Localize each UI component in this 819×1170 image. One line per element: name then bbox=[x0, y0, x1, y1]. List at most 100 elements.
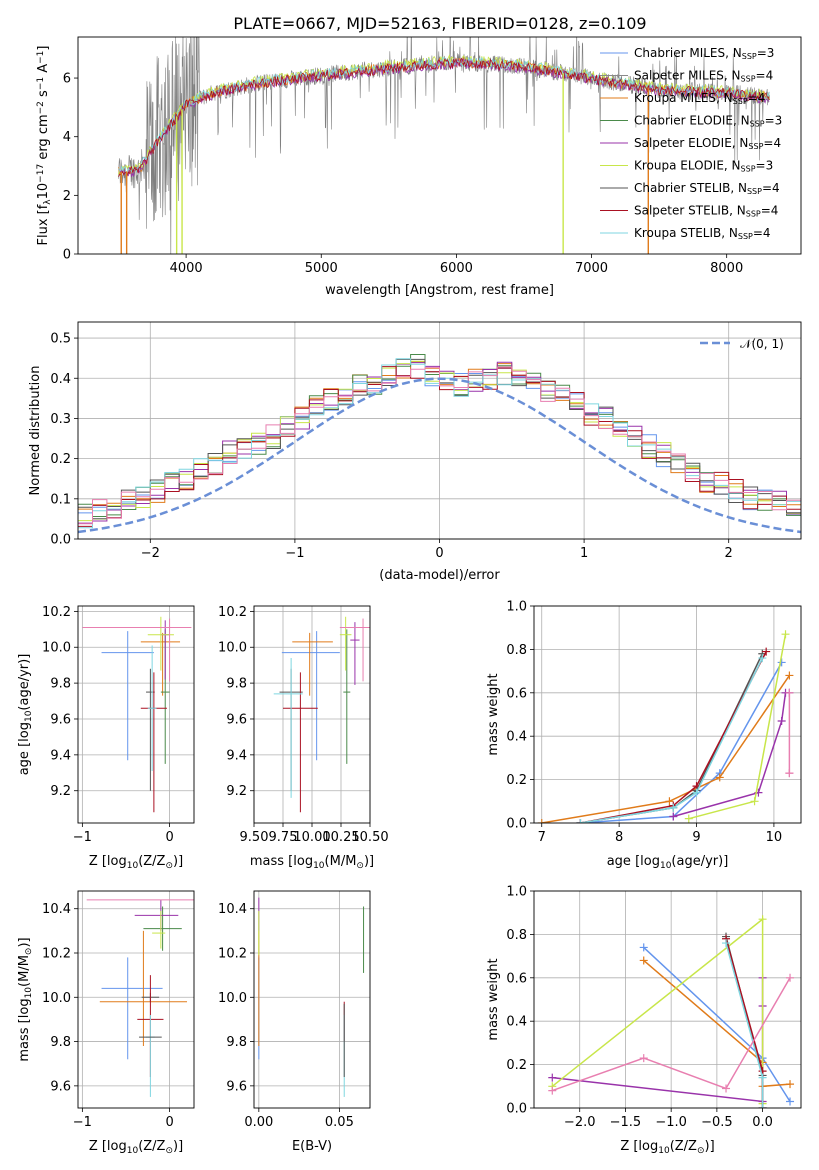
series-line bbox=[552, 977, 791, 1092]
x-tick-label: 7 bbox=[538, 830, 546, 845]
legend-sub: SSP bbox=[738, 232, 753, 241]
x-axis-label: age [log10(age/yr)] bbox=[607, 854, 729, 871]
label-part: )] bbox=[173, 854, 183, 869]
legend-sub: SSP bbox=[746, 210, 761, 219]
x-tick-label: 7000 bbox=[575, 261, 608, 276]
x-tick-label: −0.5 bbox=[701, 1115, 733, 1130]
y-tick-label: 9.6 bbox=[226, 712, 247, 727]
x-tick-label: 10.00 bbox=[293, 830, 330, 845]
data-point bbox=[576, 819, 585, 823]
legend-text: Salpeter STELIB, N bbox=[634, 204, 746, 218]
label-part: (age/yr)] bbox=[17, 654, 32, 711]
label-part: ⊙ bbox=[24, 948, 34, 956]
y-tick-label: 10.2 bbox=[42, 947, 71, 962]
label-part: ⊙ bbox=[165, 1146, 173, 1156]
label-part: (M/M bbox=[17, 955, 32, 987]
data-point bbox=[785, 671, 794, 680]
label-part: ] bbox=[36, 46, 51, 51]
y-tick-label: 9.4 bbox=[226, 748, 247, 763]
legend-text: Salpeter MILES, N bbox=[634, 69, 741, 83]
y-tick-label: 6 bbox=[63, 72, 71, 87]
label-part: (Z/Z bbox=[138, 1139, 165, 1154]
x-axis-label: E(B-V) bbox=[292, 1139, 332, 1154]
label-part: −2 bbox=[36, 101, 46, 114]
y-tick-label: 10.2 bbox=[218, 605, 247, 620]
y-tick-label: 10.0 bbox=[218, 991, 247, 1006]
x-tick-label: −2 bbox=[141, 546, 160, 561]
plot-area bbox=[258, 897, 365, 1097]
plot-area bbox=[78, 354, 801, 534]
x-tick-label: 4000 bbox=[170, 261, 203, 276]
label-part: Z [log bbox=[620, 1139, 658, 1154]
legend-tail: =3 bbox=[765, 114, 783, 128]
y-tick-label: 10.4 bbox=[42, 902, 71, 917]
histogram-step bbox=[78, 366, 801, 528]
y-tick-label: 10.0 bbox=[42, 641, 71, 656]
y-tick-label: 1.0 bbox=[506, 600, 527, 615]
x-tick-label: 9.75 bbox=[269, 830, 298, 845]
legend-text: Chabrier MILES, N bbox=[634, 46, 742, 60]
label-part: )] bbox=[173, 1139, 183, 1154]
label-part: )] bbox=[17, 937, 32, 947]
legend-tail: =4 bbox=[753, 226, 771, 240]
legend-label: Kroupa ELODIE, NSSP=3 bbox=[634, 159, 773, 174]
x-tick-label: 10.50 bbox=[351, 830, 388, 845]
y-tick-label: 9.4 bbox=[50, 748, 71, 763]
data-point bbox=[762, 647, 771, 656]
axes-frame bbox=[533, 605, 802, 824]
mass-vs-ebv-panel: 0.00 0.05 9.6 9.8 10.0 10.2 10.4 E(B-V) bbox=[218, 890, 371, 1154]
x-axis-label: mass [log10(M/M⊙)] bbox=[250, 854, 374, 871]
y-tick-label: 0.0 bbox=[506, 1102, 527, 1117]
label-part: mass [log bbox=[17, 998, 32, 1061]
data-point bbox=[537, 819, 546, 823]
data-point bbox=[665, 797, 674, 806]
label-part: erg cm bbox=[36, 114, 51, 163]
data-point bbox=[692, 788, 701, 797]
data-point bbox=[669, 803, 678, 812]
data-point bbox=[758, 1073, 767, 1082]
y-axis-label: mass weight bbox=[486, 673, 501, 755]
legend-tail: =4 bbox=[761, 204, 779, 218]
y-tick-label: 0.3 bbox=[50, 412, 71, 427]
label-part: 10 bbox=[127, 1146, 139, 1156]
legend-sub: SSP bbox=[742, 52, 757, 61]
legend-label: Chabrier ELODIE, NSSP=3 bbox=[634, 114, 782, 129]
data-point bbox=[786, 1080, 795, 1089]
legend-label: Salpeter ELODIE, NSSP=4 bbox=[634, 136, 781, 151]
label-part: Z [log bbox=[89, 1139, 127, 1154]
x-tick-label: 10 bbox=[766, 830, 783, 845]
y-tick-label: 9.8 bbox=[50, 1035, 71, 1050]
age-vs-z-panel: −1 09.29.49.69.810.010.2Z [log10(Z/Z⊙)]ag… bbox=[17, 605, 195, 871]
x-tick-label: 9 bbox=[692, 830, 700, 845]
data-point bbox=[786, 973, 795, 982]
data-point bbox=[715, 773, 724, 782]
axes-frame bbox=[253, 890, 371, 1109]
y-tick-label: 10.2 bbox=[42, 605, 71, 620]
x-axis-label: Z [log10(Z/Z⊙)] bbox=[89, 854, 183, 871]
legend-tail: =4 bbox=[748, 91, 766, 105]
label-part: Flux [f bbox=[36, 204, 51, 245]
axes-frame bbox=[77, 321, 802, 540]
x-tick-label: −1 bbox=[73, 1115, 92, 1130]
x-tick-label: 0.05 bbox=[325, 1115, 354, 1130]
y-axis-label: mass [log10(M/M⊙)] bbox=[17, 937, 34, 1061]
x-tick-label: 0.0 bbox=[752, 1115, 773, 1130]
axes-frame bbox=[77, 890, 195, 1109]
data-point bbox=[785, 688, 794, 697]
legend-label: Salpeter STELIB, NSSP=4 bbox=[634, 204, 778, 219]
y-tick-label: 0.8 bbox=[506, 928, 527, 943]
y-tick-label: 0.4 bbox=[506, 1015, 527, 1030]
data-point bbox=[758, 654, 767, 663]
y-tick-label: 0.4 bbox=[506, 730, 527, 745]
mass-vs-z-panel: −1 09.69.810.010.210.4Z [log10(Z/Z⊙)]mass… bbox=[17, 890, 195, 1156]
y-tick-label: 0.1 bbox=[50, 492, 71, 507]
label-part: 10 bbox=[36, 183, 51, 200]
y-tick-label: 10.0 bbox=[42, 991, 71, 1006]
x-tick-label: −2.0 bbox=[564, 1115, 596, 1130]
data-point bbox=[548, 1086, 557, 1095]
plot-area bbox=[537, 630, 794, 823]
data-point bbox=[639, 1054, 648, 1063]
label-part: age [log bbox=[607, 854, 660, 869]
data-point bbox=[758, 915, 767, 924]
